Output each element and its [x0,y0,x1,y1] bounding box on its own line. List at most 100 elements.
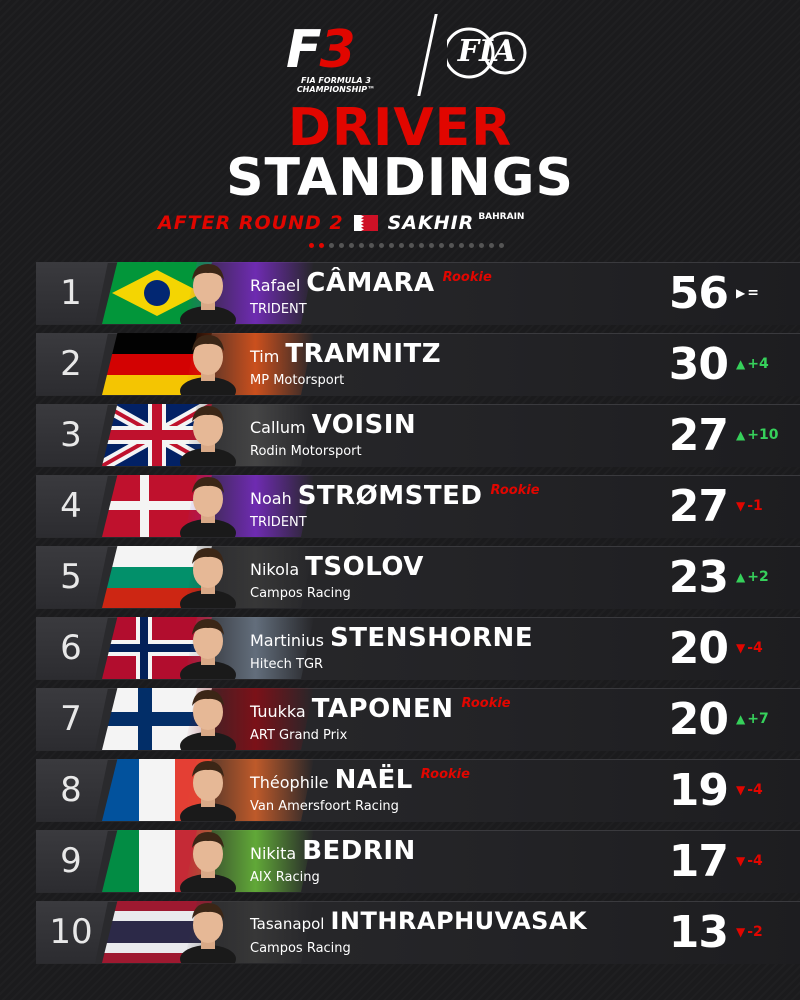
position-box [36,617,108,679]
fia-logo: FIA [447,24,527,82]
position-change: ▲ +4 [736,333,769,395]
driver-name: Théophile NAËL Rookie [250,765,470,795]
round-dot [479,243,484,248]
up-arrow-icon: ▲ [736,357,746,371]
driver-name: Callum VOISIN [250,410,416,440]
position-box [36,688,108,750]
driver-points: 13 [668,906,729,958]
position-box [36,262,108,324]
standings-row: 2 Tim TRAMNITZ MP Motorsport 30 ▲ +4 [36,333,800,405]
down-arrow-icon: ▼ [736,925,746,939]
rookie-badge: Rookie [420,767,470,782]
up-arrow-icon: ▲ [736,570,746,584]
position-box [36,333,108,395]
driver-portrait [174,824,242,902]
driver-last-name: TAPONEN [311,694,454,724]
team-name: Campos Racing [250,586,351,601]
driver-portrait [174,753,242,831]
round-subtitle: AFTER ROUND 2 SAKHIR BAHRAIN [158,210,524,236]
driver-name: Noah STRØMSTED Rookie [250,481,540,511]
position-box [36,830,108,892]
driver-last-name: TRAMNITZ [285,339,442,369]
driver-points: 17 [668,835,729,887]
standings-row: 4 Noah STRØMSTED Rookie TRIDENT 27 ▼ -1 [36,475,800,547]
driver-name: Rafael CÂMARA Rookie [250,268,492,298]
driver-portrait [174,540,242,618]
driver-points: 30 [668,338,729,390]
position-number: 1 [60,273,82,313]
standings-list: 1 Rafael CÂMARA Rookie TRIDENT 56 ▶ = 2 Tim TRAMNI… [36,262,800,973]
driver-portrait [174,895,242,973]
standings-row: 10 Tasanapol INTHRAPHUVASAK Campos Racing 13… [36,901,800,973]
position-change-value: = [747,285,759,301]
driver-points: 19 [668,764,729,816]
driver-first-name: Tasanapol [250,915,325,933]
standings-row: 5 Nikola TSOLOV Campos Racing 23 ▲ +2 [36,546,800,618]
round-progress-dots [309,243,504,248]
position-change-value: +10 [747,427,779,443]
position-number: 7 [60,699,82,739]
driver-first-name: Noah [250,489,292,508]
position-number: 10 [49,912,93,952]
standings-row: 3 Callum VOISIN Rodin Motorsport 27 ▲ +10 [36,404,800,476]
team-name: MP Motorsport [250,373,345,388]
driver-name: Tasanapol INTHRAPHUVASAK [250,907,587,935]
page-title-line2: STANDINGS [226,148,574,208]
position-change-value: -2 [747,924,763,940]
driver-first-name: Nikita [250,844,297,863]
position-change: ▼ -4 [736,759,763,821]
position-change: ▼ -2 [736,901,763,963]
driver-portrait [174,398,242,476]
driver-points: 20 [668,693,729,745]
round-dot [389,243,394,248]
location-label: SAKHIR [387,212,475,234]
standings-row: 1 Rafael CÂMARA Rookie TRIDENT 56 ▶ = [36,262,800,334]
round-dot [469,243,474,248]
position-number: 4 [60,486,82,526]
round-dot [359,243,364,248]
team-name: ART Grand Prix [250,728,348,743]
position-change-value: -4 [747,640,763,656]
driver-last-name: STRØMSTED [297,481,483,511]
team-name: AIX Racing [250,870,320,885]
round-dot [499,243,504,248]
f3-wordmark: F3 [286,20,356,80]
driver-points: 23 [668,551,729,603]
position-number: 6 [60,628,82,668]
driver-first-name: Tuukka [250,702,306,721]
position-change-value: -1 [747,498,763,514]
driver-last-name: BEDRIN [302,836,416,866]
round-dot [489,243,494,248]
team-name: TRIDENT [250,302,307,317]
driver-last-name: STENSHORNE [329,623,534,653]
position-change: ▲ +7 [736,688,769,750]
round-dot [419,243,424,248]
driver-last-name: VOISIN [311,410,417,440]
driver-name: Tuukka TAPONEN Rookie [250,694,511,724]
logo-divider [417,14,438,96]
round-dot [319,243,324,248]
position-change-value: -4 [747,782,763,798]
driver-name: Martinius STENSHORNE [250,623,533,653]
round-dot [379,243,384,248]
down-arrow-icon: ▼ [736,499,746,513]
driver-first-name: Rafael [250,276,301,295]
position-change: ▼ -4 [736,830,763,892]
driver-points: 27 [668,480,729,532]
position-change: ▲ +10 [736,404,778,466]
driver-points: 56 [668,267,729,319]
position-change: ▼ -4 [736,617,763,679]
driver-last-name: TSOLOV [305,552,424,582]
position-number: 9 [60,841,82,881]
f3-logo: F3 FIA FORMULA 3 CHAMPIONSHIP™ [276,22,406,94]
bahrain-flag-icon [353,215,378,231]
position-box [36,759,108,821]
position-number: 5 [60,557,82,597]
round-dot [429,243,434,248]
round-dot [349,243,354,248]
driver-portrait [174,469,242,547]
position-change-value: +4 [747,356,769,372]
page-title-line1: DRIVER [287,98,513,158]
thailand-flag-icon [102,901,212,963]
round-dot [399,243,404,248]
